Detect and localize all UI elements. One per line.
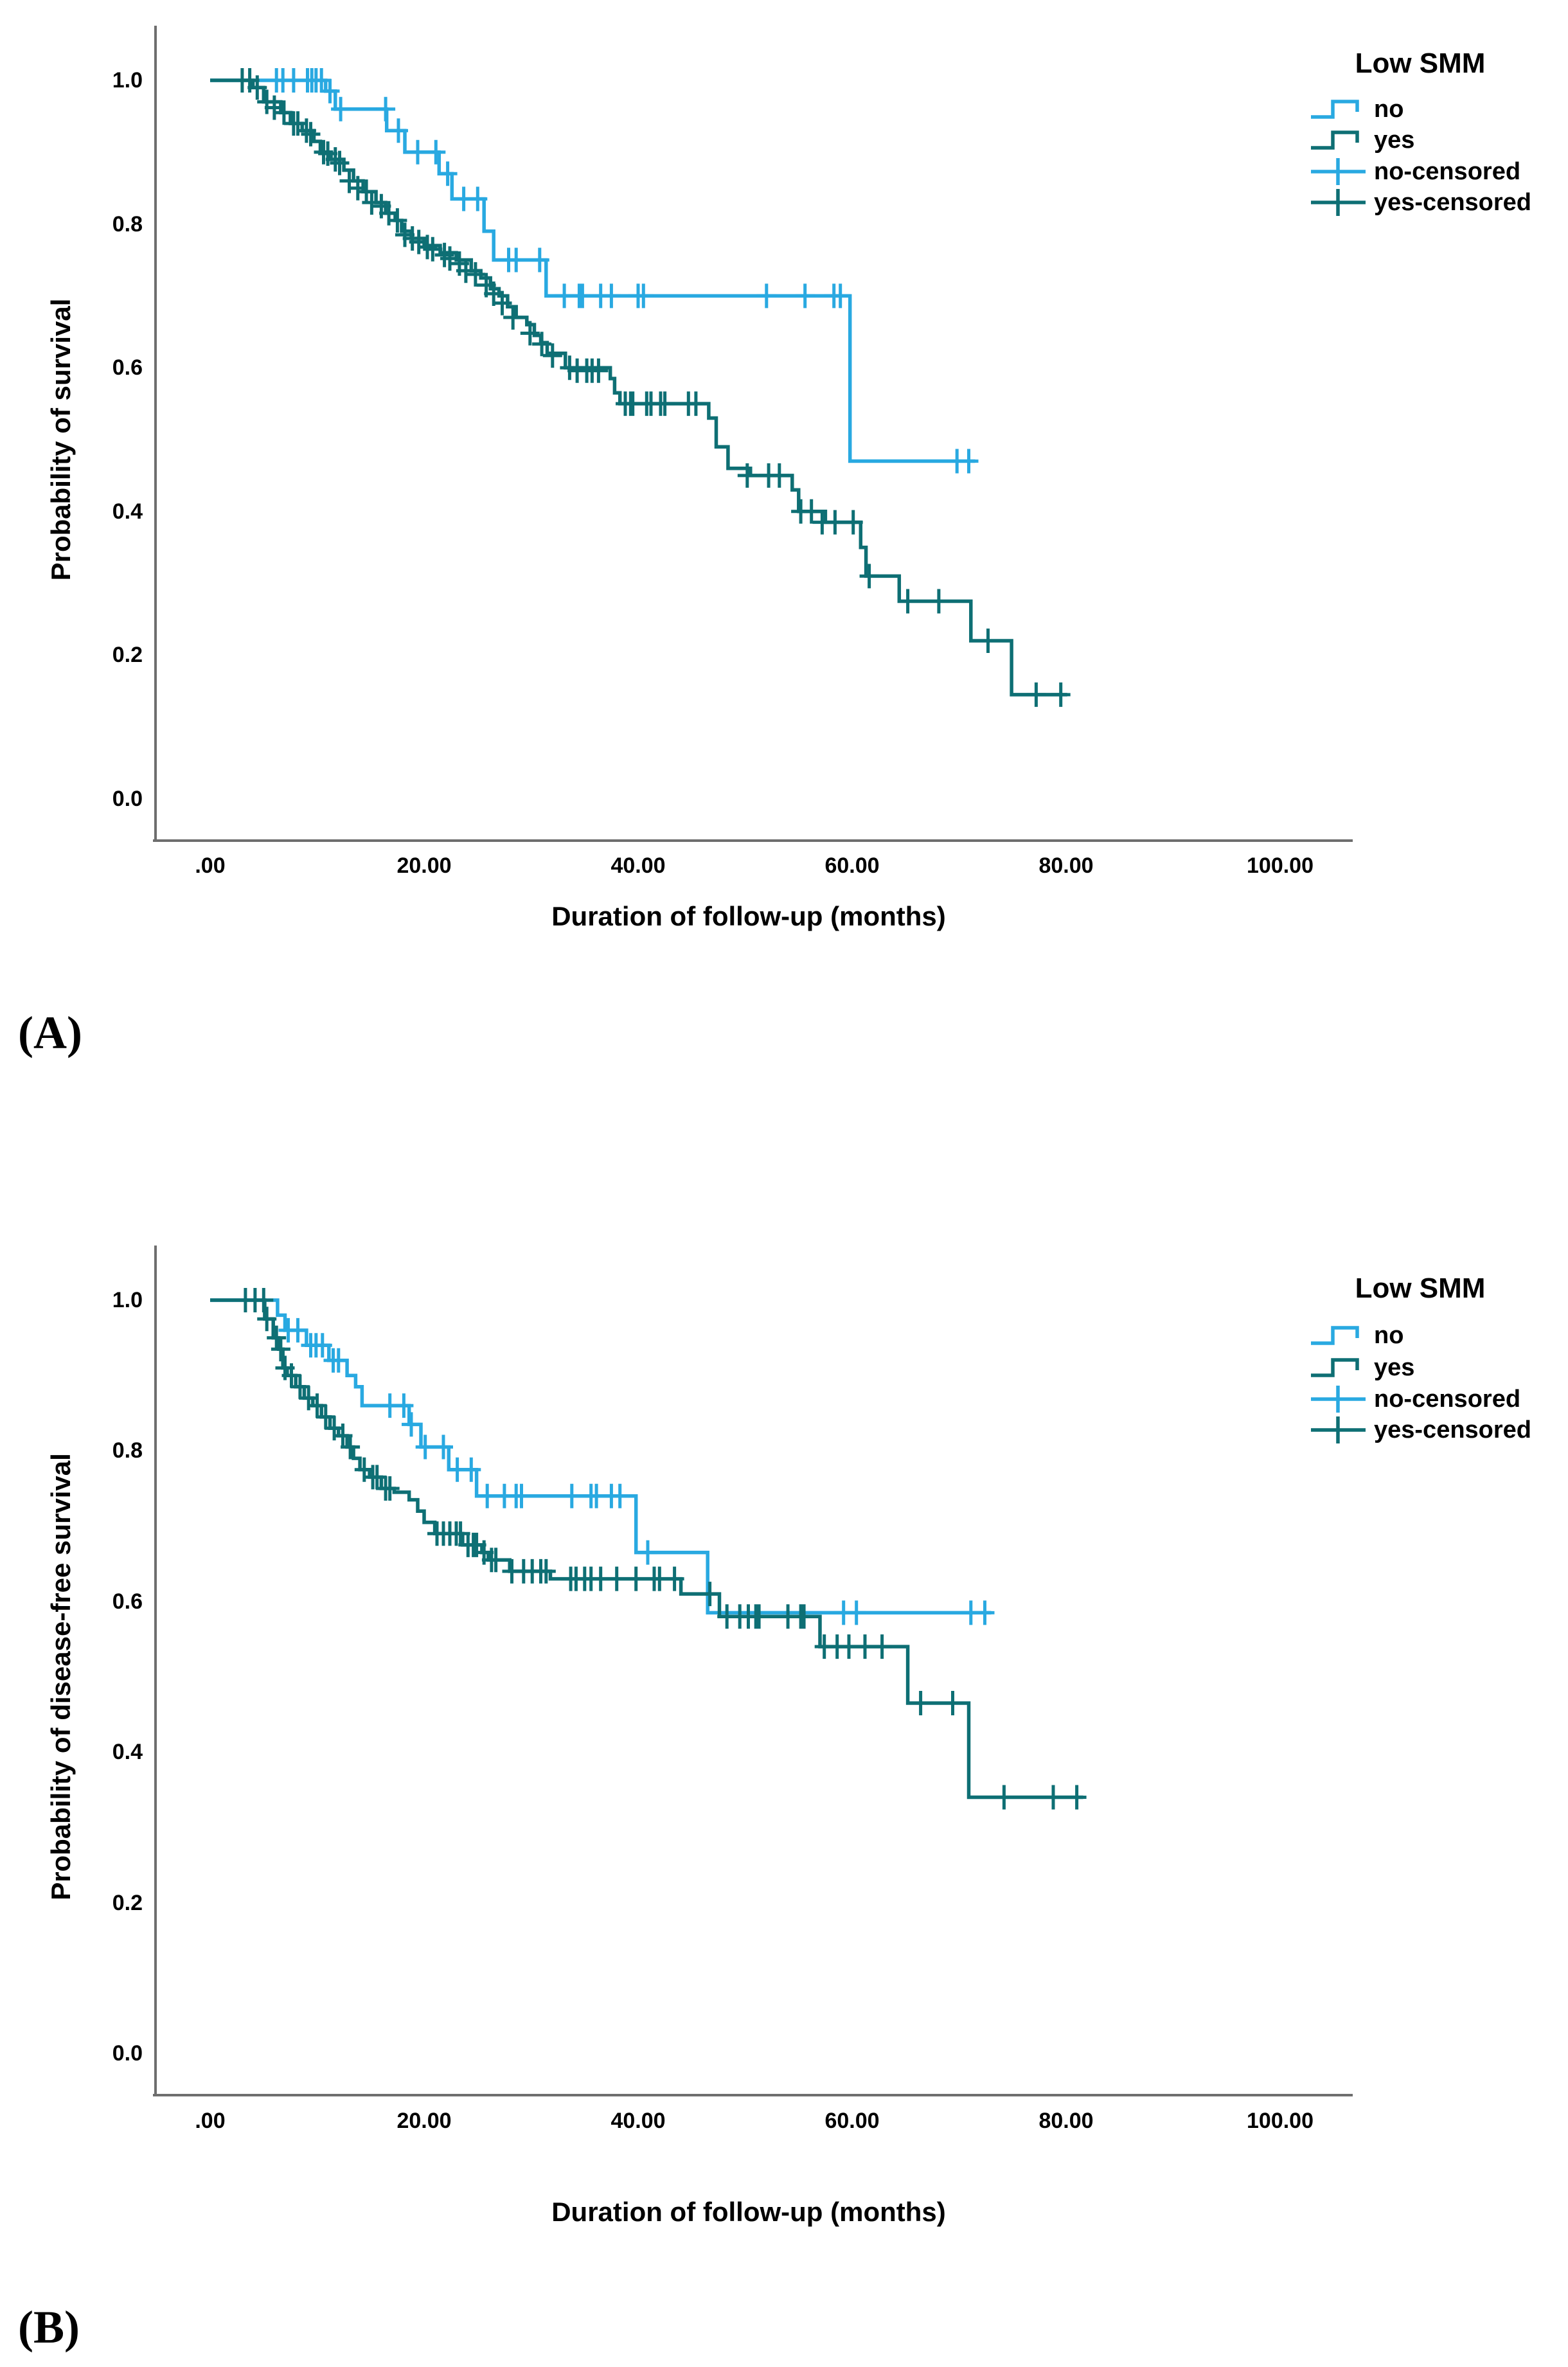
legend-label-yes: yes (1374, 127, 1415, 154)
panel-b-y-tick: 0.0 (112, 2041, 143, 2066)
panel-a-y-axis-title: Probability of survival (46, 298, 76, 581)
legend-label-no-censored: no-censored (1374, 1386, 1521, 1413)
panel-b-y-tick: 0.8 (112, 1438, 143, 1463)
panel-a-y-tick: 0.2 (112, 643, 143, 668)
legend-label-no: no (1374, 1322, 1404, 1349)
legend-symbol-yes-censored (1311, 189, 1366, 216)
panel-a-y-tick: 0.6 (112, 355, 143, 380)
legend-symbol-no-censored (1311, 1386, 1366, 1413)
panel-b-x-tick: .00 (195, 2109, 226, 2133)
legend-symbol-yes (1311, 130, 1359, 150)
panel-a-x-tick: 100.00 (1247, 853, 1314, 878)
panel-a-axes (153, 26, 1353, 842)
panel-b-x-tick: 80.00 (1038, 2109, 1094, 2133)
panel-a-curve-no (210, 78, 976, 463)
legend-label-no: no (1374, 96, 1404, 123)
legend-symbol-no (1311, 100, 1359, 119)
legend-symbol-yes-censored (1311, 1416, 1366, 1443)
panel-b-y-tick: 0.2 (112, 1890, 143, 1915)
legend-symbol-yes (1311, 1358, 1359, 1377)
section-label-b: (B) (18, 2301, 80, 2353)
panel-a-y-tick: 0.0 (112, 787, 143, 811)
panel-b-x-tick: 100.00 (1247, 2109, 1314, 2133)
panel-a-x-axis-title: Duration of follow-up (months) (551, 901, 946, 931)
panel-b-axes (153, 1246, 1353, 2096)
legend-label-yes-censored: yes-censored (1374, 189, 1532, 216)
panel-a-x-tick: 60.00 (824, 853, 880, 878)
legend-symbol-no (1311, 1326, 1359, 1345)
panel-b-curve-no (210, 1298, 992, 1615)
panel-b-y-tick: 1.0 (112, 1288, 143, 1312)
legend-label-no-censored: no-censored (1374, 158, 1521, 185)
panel-b-censor-marks-no (278, 1317, 995, 1625)
panel-a-x-tick: 20.00 (396, 853, 452, 878)
panel-b-legend-title: Low SMM (1355, 1273, 1486, 1304)
panel-a-legend-title: Low SMM (1355, 48, 1486, 79)
legend-symbol-no-censored (1311, 158, 1366, 185)
panel-a-x-tick: .00 (195, 853, 226, 878)
panel-a-x-tick: 40.00 (610, 853, 666, 878)
panel-a-censor-marks-yes (232, 68, 1071, 707)
legend-label-yes-censored: yes-censored (1374, 1416, 1532, 1443)
section-label-a: (A) (18, 1007, 82, 1058)
panel-a-y-tick: 0.4 (112, 499, 143, 524)
legend-label-yes: yes (1374, 1354, 1415, 1381)
panel-b-y-tick: 0.6 (112, 1589, 143, 1614)
panel-b-x-tick: 60.00 (824, 2109, 880, 2133)
panel-b-y-tick: 0.4 (112, 1740, 143, 1765)
panel-b-censor-marks-yes (235, 1288, 1087, 1810)
panel-b-y-axis-title: Probability of disease-free survival (46, 1453, 76, 1900)
panel-b-x-tick: 20.00 (396, 2109, 452, 2133)
panel-b-x-tick: 40.00 (610, 2109, 666, 2133)
panel-a-x-tick: 80.00 (1038, 853, 1094, 878)
panel-a-censor-marks-no (267, 68, 979, 474)
panel-b-x-axis-title: Duration of follow-up (months) (551, 2197, 946, 2227)
panel-a-y-tick: 1.0 (112, 68, 143, 93)
panel-a-y-tick: 0.8 (112, 211, 143, 237)
